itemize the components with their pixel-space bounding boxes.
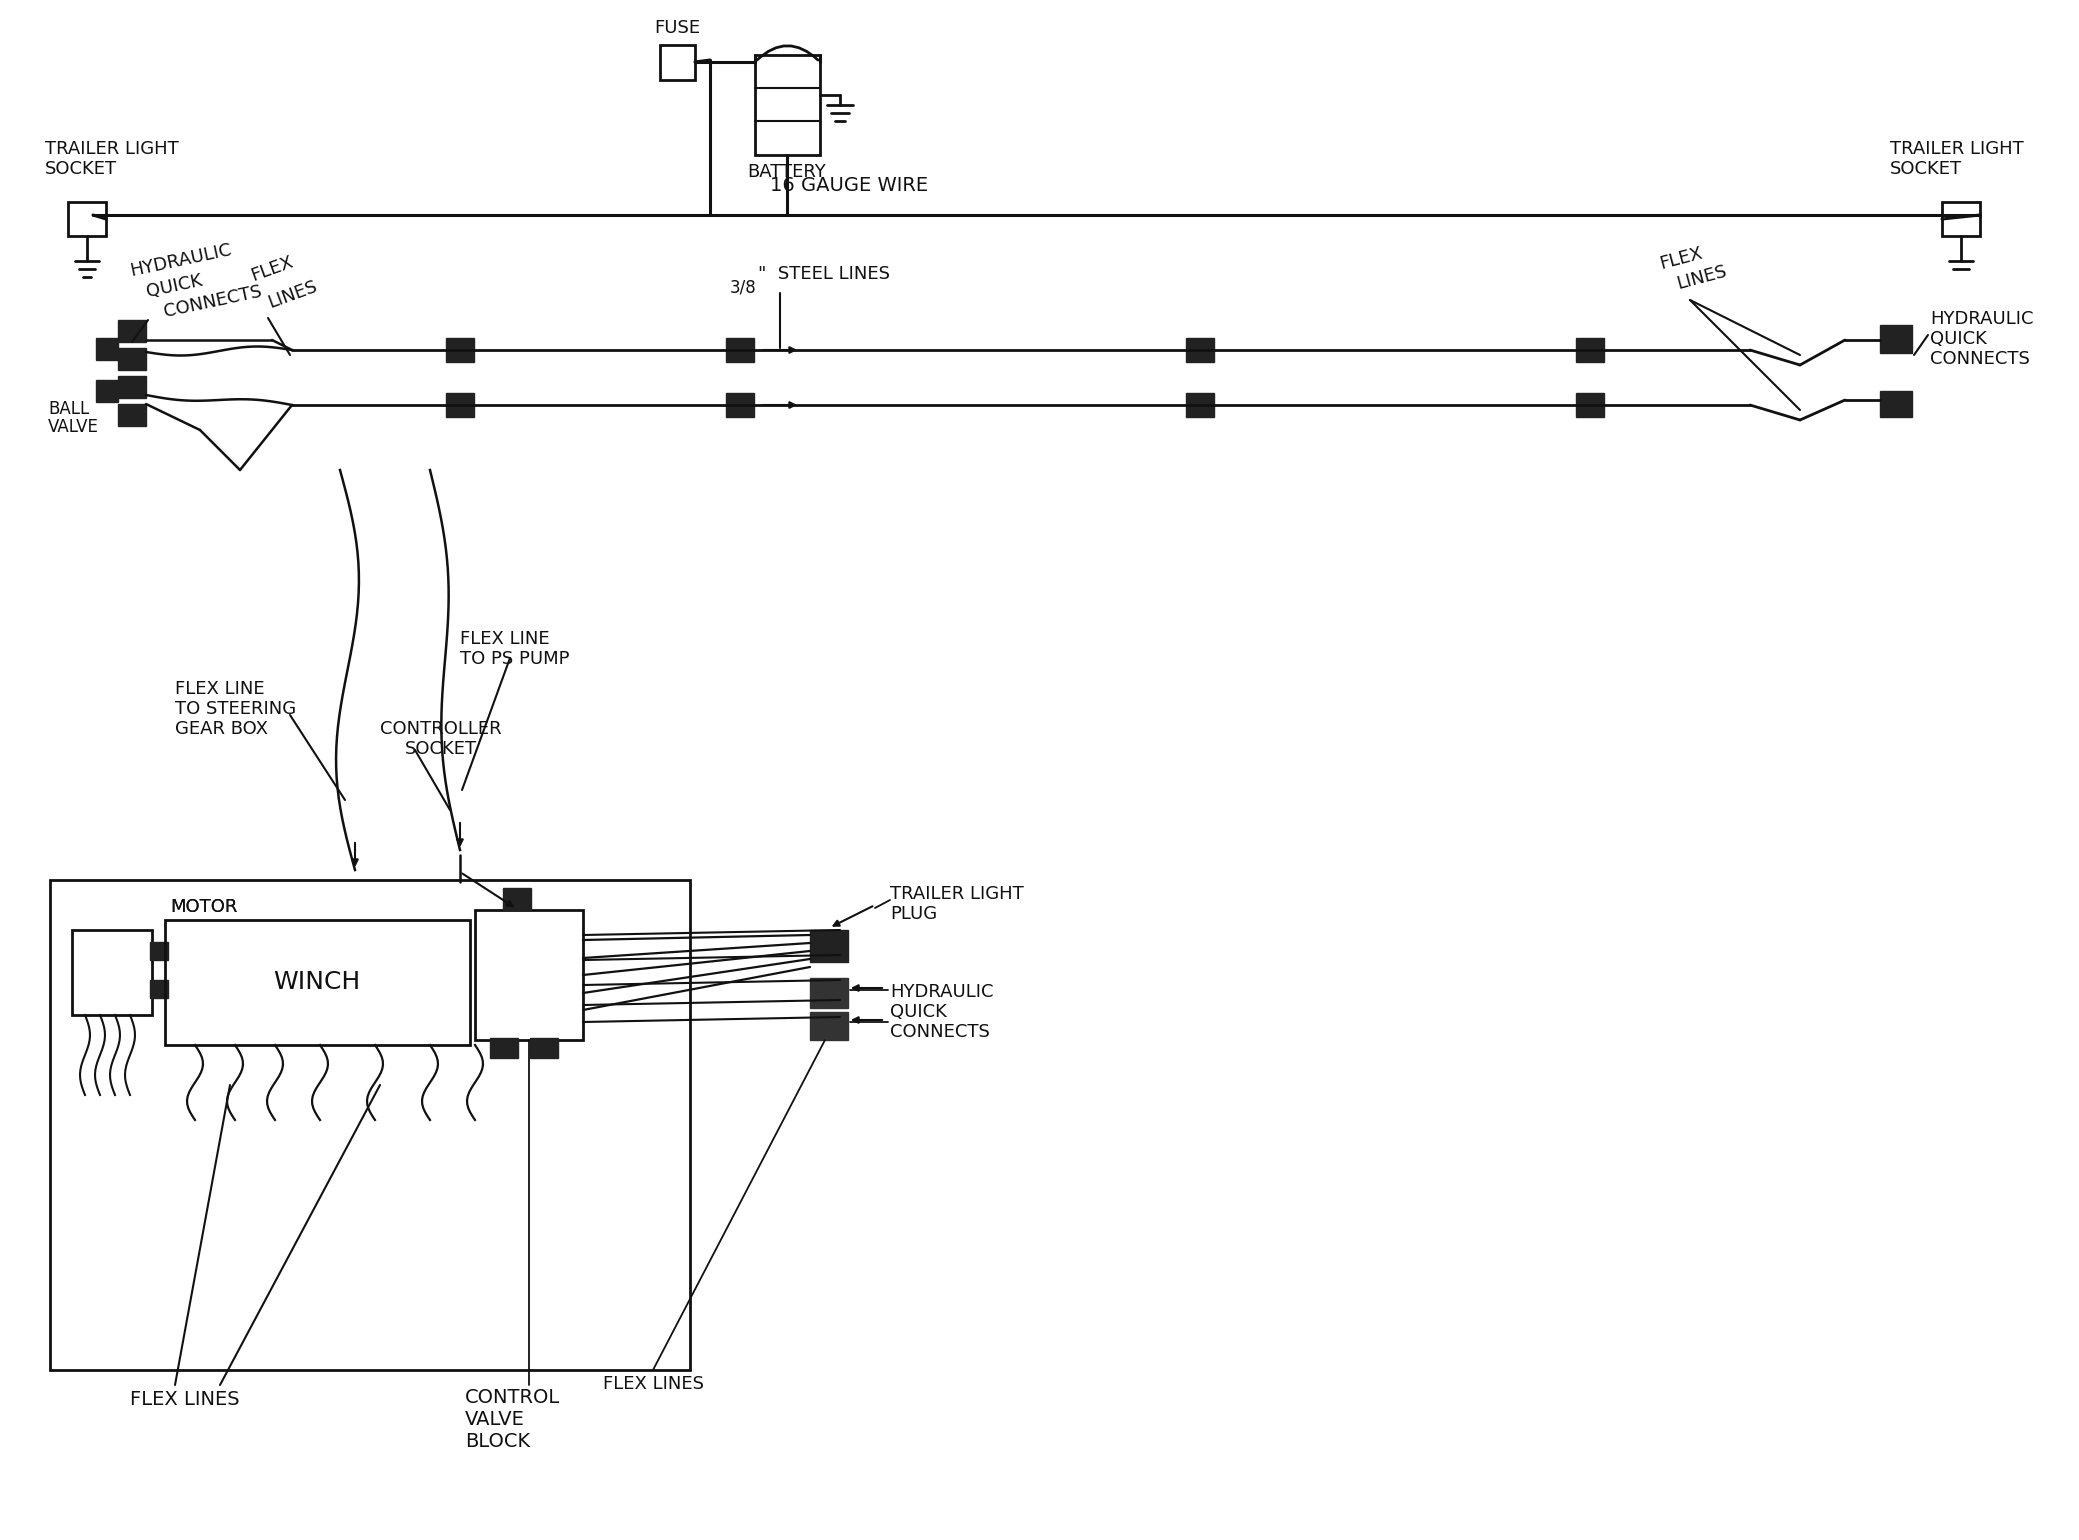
Text: VALVE: VALVE <box>48 417 100 436</box>
Text: CONNECTS: CONNECTS <box>162 282 264 320</box>
Text: "  STEEL LINES: " STEEL LINES <box>759 265 890 283</box>
Text: BATTERY: BATTERY <box>748 163 825 182</box>
Text: 3/8: 3/8 <box>730 279 757 296</box>
Text: FLEX LINE: FLEX LINE <box>175 681 264 698</box>
Text: FLEX LINES: FLEX LINES <box>131 1391 239 1409</box>
Bar <box>1185 393 1214 417</box>
Bar <box>726 393 755 417</box>
Bar <box>1879 325 1913 353</box>
Text: CONTROLLER: CONTROLLER <box>380 721 501 738</box>
Bar <box>1942 202 1979 236</box>
Text: VALVE: VALVE <box>466 1411 524 1429</box>
Text: CONNECTS: CONNECTS <box>1929 350 2029 368</box>
Bar <box>50 879 690 1371</box>
Text: MOTOR: MOTOR <box>170 898 237 916</box>
Bar <box>755 55 819 156</box>
Bar <box>119 320 146 342</box>
Text: HYDRAULIC: HYDRAULIC <box>1929 310 2033 328</box>
Text: TRAILER LIGHT: TRAILER LIGHT <box>890 885 1023 902</box>
Bar <box>811 1012 848 1040</box>
Text: TRAILER LIGHT: TRAILER LIGHT <box>1890 140 2023 159</box>
Bar <box>811 978 848 1009</box>
Bar <box>726 337 755 362</box>
Text: MOTOR: MOTOR <box>170 898 237 916</box>
Text: TRAILER LIGHT: TRAILER LIGHT <box>46 140 179 159</box>
Bar <box>1576 337 1605 362</box>
Bar <box>447 337 474 362</box>
Bar <box>1185 337 1214 362</box>
Text: PLUG: PLUG <box>890 906 938 922</box>
Bar <box>119 348 146 370</box>
Bar <box>96 380 119 402</box>
Bar <box>811 930 848 962</box>
Text: SOCKET: SOCKET <box>1890 160 1963 179</box>
Bar <box>474 910 582 1040</box>
Text: SOCKET: SOCKET <box>405 741 476 758</box>
Text: TO PS PUMP: TO PS PUMP <box>459 650 570 668</box>
Text: GEAR BOX: GEAR BOX <box>175 721 268 738</box>
Bar <box>1879 391 1913 417</box>
Text: HYDRAULIC: HYDRAULIC <box>129 240 233 280</box>
Bar <box>119 403 146 427</box>
Bar <box>150 979 168 998</box>
Text: FLEX LINE: FLEX LINE <box>459 630 549 648</box>
Bar <box>491 1038 518 1058</box>
Bar <box>503 889 530 910</box>
Bar <box>1576 393 1605 417</box>
Bar <box>150 942 168 959</box>
Text: WINCH: WINCH <box>272 970 360 993</box>
Text: BLOCK: BLOCK <box>466 1432 530 1451</box>
Bar <box>96 337 119 360</box>
Bar <box>530 1038 557 1058</box>
Text: BALL: BALL <box>48 400 89 417</box>
Bar <box>69 202 106 236</box>
Text: FUSE: FUSE <box>655 18 701 37</box>
Text: CONTROL: CONTROL <box>466 1388 559 1408</box>
Text: HYDRAULIC: HYDRAULIC <box>890 983 994 1001</box>
Bar <box>73 930 152 1015</box>
Text: LINES: LINES <box>1676 262 1730 293</box>
Text: QUICK: QUICK <box>1929 330 1988 348</box>
Text: FLEX: FLEX <box>1657 243 1705 273</box>
Bar <box>164 919 470 1046</box>
Text: SOCKET: SOCKET <box>46 160 116 179</box>
Text: LINES: LINES <box>264 277 320 313</box>
Text: FLEX LINES: FLEX LINES <box>603 1375 705 1394</box>
Bar <box>659 45 694 80</box>
Text: 16 GAUGE WIRE: 16 GAUGE WIRE <box>769 176 927 196</box>
Text: TO STEERING: TO STEERING <box>175 701 295 718</box>
Text: CONNECTS: CONNECTS <box>890 1023 990 1041</box>
Bar <box>119 376 146 397</box>
Text: QUICK: QUICK <box>146 271 204 300</box>
Bar <box>447 393 474 417</box>
Text: QUICK: QUICK <box>890 1003 946 1021</box>
Text: FLEX: FLEX <box>247 253 295 285</box>
